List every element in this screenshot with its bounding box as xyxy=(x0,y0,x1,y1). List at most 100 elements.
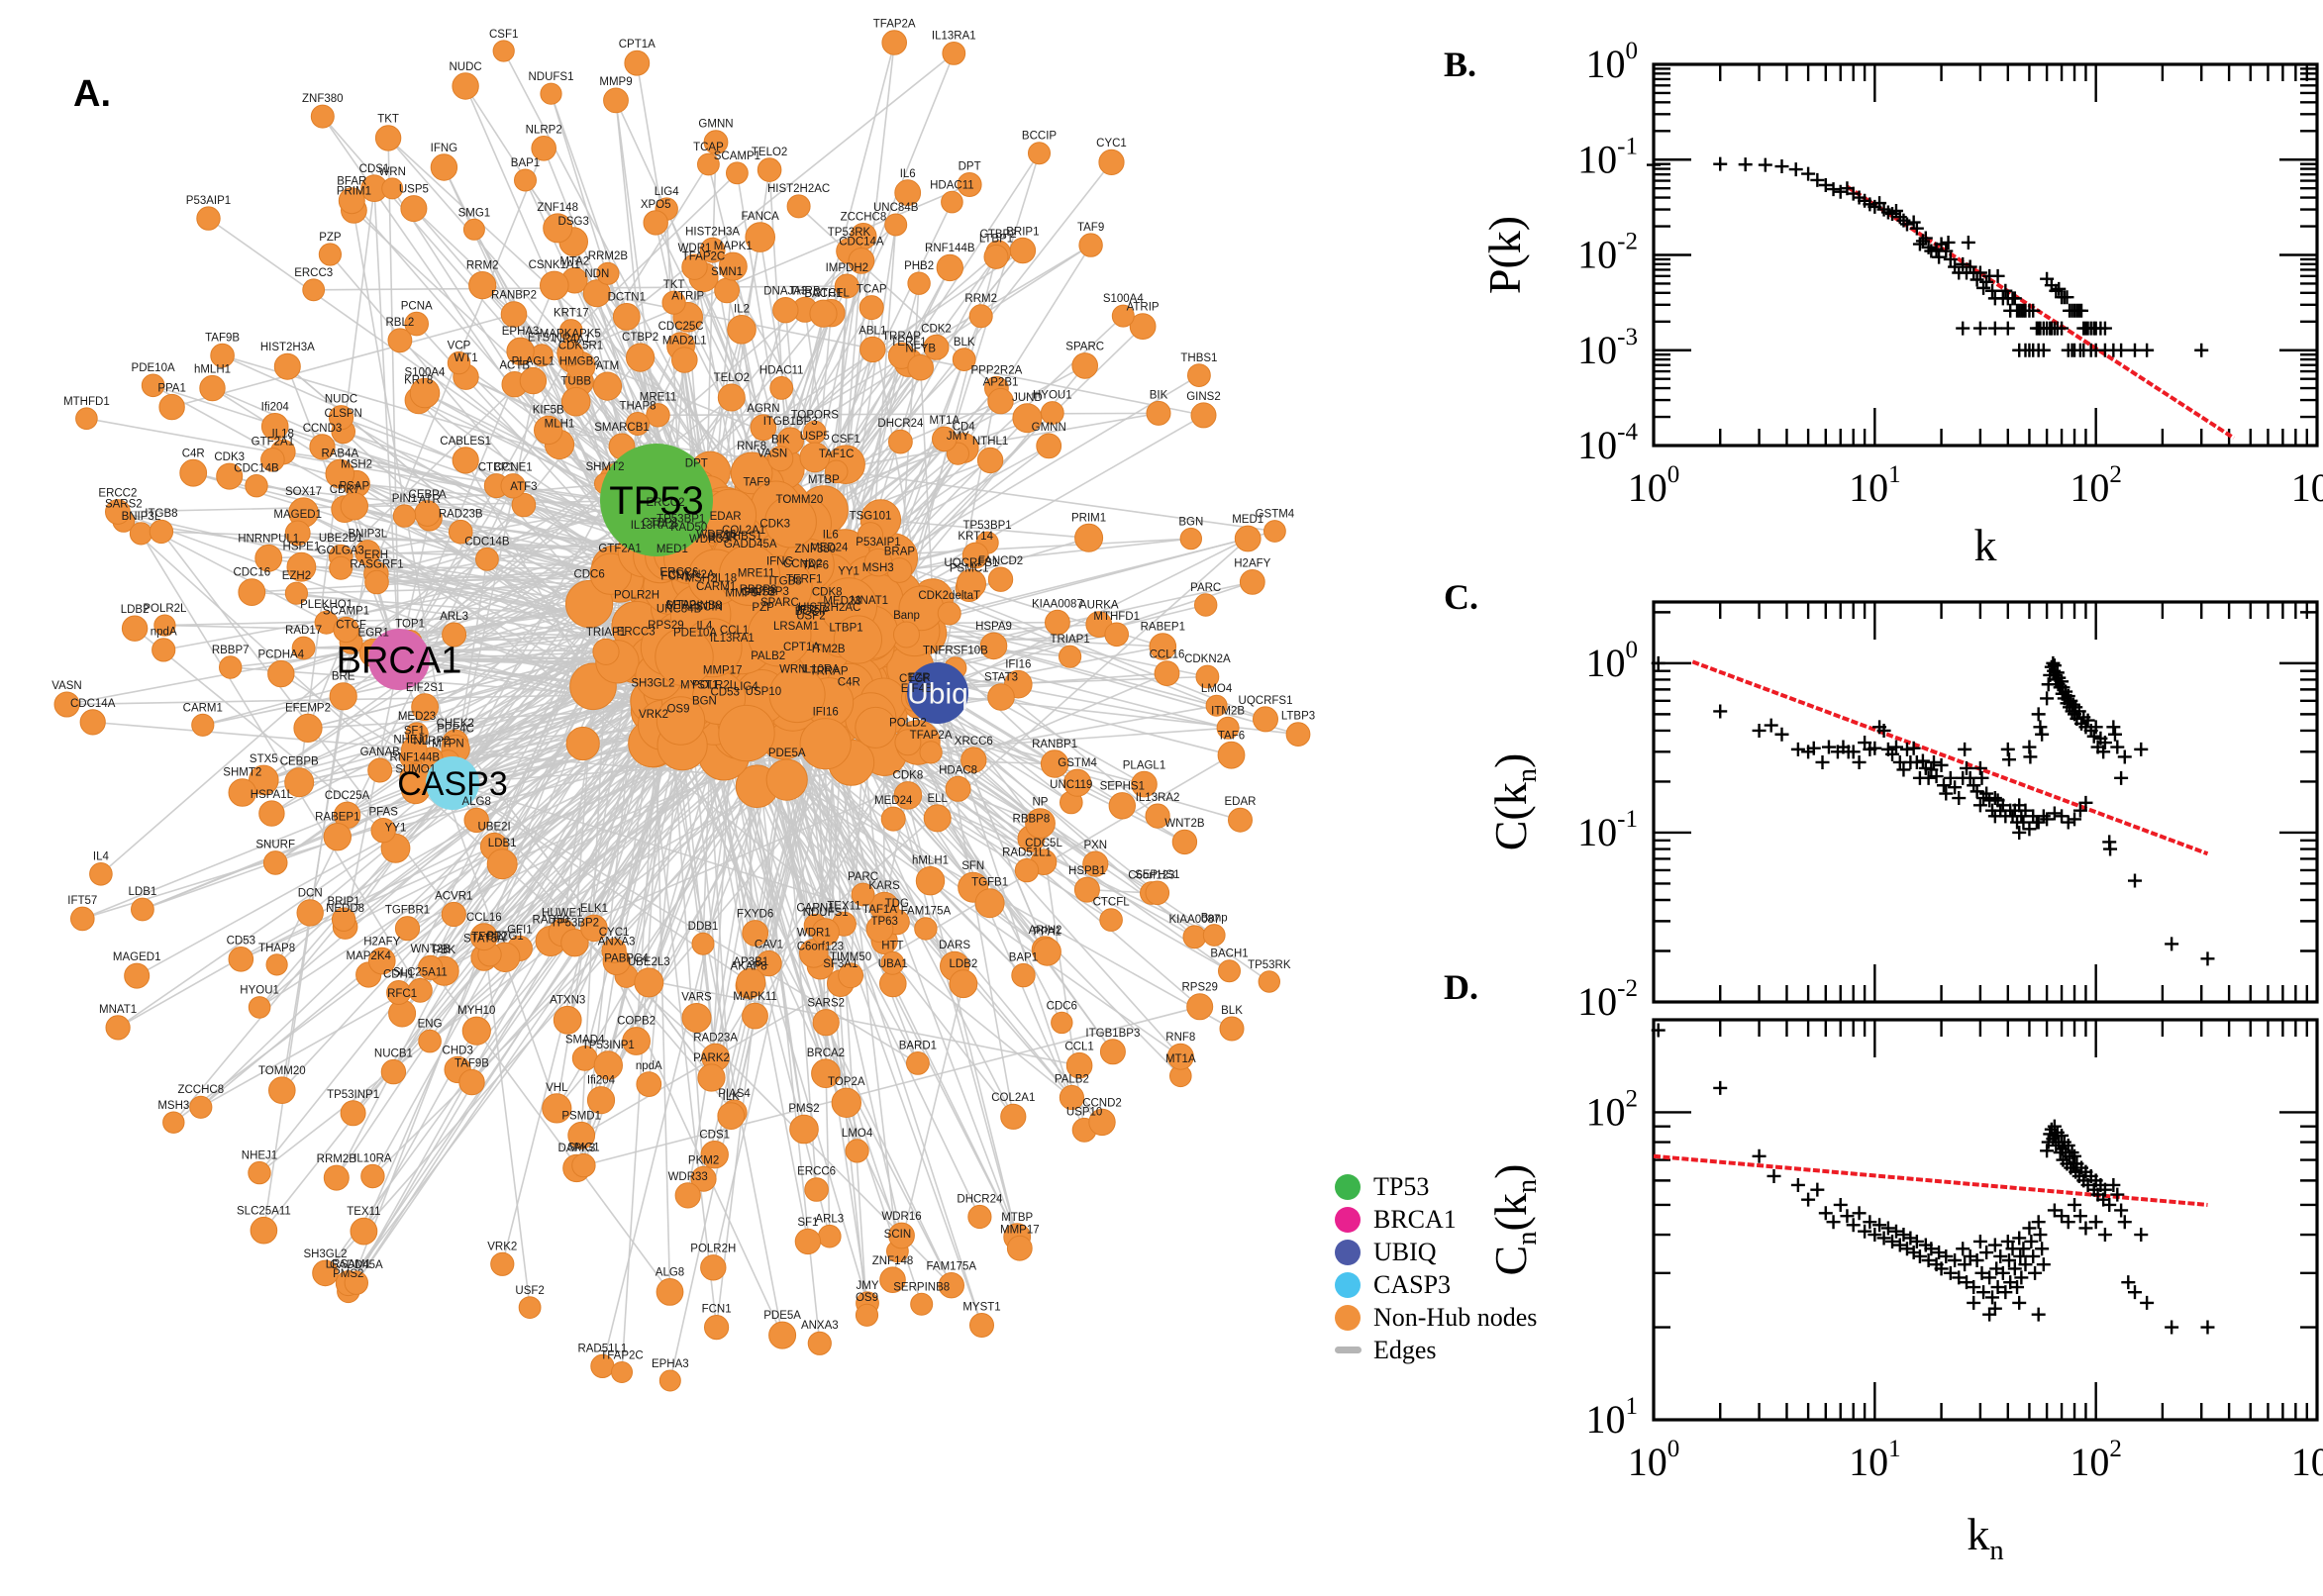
data-point-marker xyxy=(2097,1182,2112,1197)
network-node xyxy=(70,906,95,932)
network-node-label: IL2 xyxy=(734,304,750,316)
network-node-label: MMP17 xyxy=(1000,1224,1040,1236)
network-node xyxy=(974,888,1005,919)
network-node xyxy=(658,1369,681,1392)
network-node-label: PZP xyxy=(752,602,774,614)
network-node xyxy=(1045,609,1070,636)
network-node-label: LIG4 xyxy=(655,186,680,198)
network-node xyxy=(408,977,433,1003)
network-node-label: MAD2L1 xyxy=(662,336,707,348)
data-point-marker xyxy=(2047,806,2062,821)
network-node-label: CDC14B xyxy=(234,462,279,474)
data-point-marker xyxy=(1956,1242,1970,1256)
network-node xyxy=(960,747,987,773)
network-node-label: CDC16 xyxy=(233,567,270,579)
network-node xyxy=(704,1315,730,1341)
data-point-marker xyxy=(1713,156,1728,171)
network-node-label: CTCFL xyxy=(813,288,851,300)
network-node-label: HIST2H3A xyxy=(685,226,740,238)
network-node-label: BRIP1 xyxy=(327,896,359,908)
network-node-label: COL2A1 xyxy=(991,1092,1035,1104)
network-node xyxy=(799,718,852,770)
network-node-label: UBE2I xyxy=(477,821,510,833)
network-node xyxy=(643,210,668,236)
network-node-label: H2AFY xyxy=(363,936,400,948)
network-node xyxy=(887,342,916,369)
network-node-label: IL10RA xyxy=(354,1152,392,1164)
network-node xyxy=(1033,938,1061,966)
network-node-label: CDC14A xyxy=(70,698,116,710)
network-edge xyxy=(351,200,454,784)
network-node xyxy=(1146,400,1171,426)
network-node xyxy=(344,1270,368,1295)
data-point-marker xyxy=(1960,760,1974,775)
plot-frame xyxy=(1652,1018,2319,1422)
network-node xyxy=(199,374,226,402)
data-point-marker xyxy=(2000,742,2015,756)
network-node xyxy=(750,414,777,442)
network-node xyxy=(655,627,714,687)
network-node-label: IFNG xyxy=(766,556,794,568)
network-node-label: TOP2A xyxy=(828,1076,865,1088)
network-node xyxy=(1111,304,1135,328)
hub-node-brca1 xyxy=(368,629,430,690)
network-node xyxy=(338,187,365,215)
data-point-marker xyxy=(1892,1238,1907,1252)
network-node-label: STAT3 xyxy=(984,672,1018,684)
network-edge xyxy=(398,352,571,660)
axis-label: P(k) xyxy=(1479,216,1530,294)
hub-label-casp3: CASP3 xyxy=(397,765,508,803)
network-node-label: USP5 xyxy=(800,431,830,443)
network-node xyxy=(593,1050,623,1080)
network-node xyxy=(661,290,686,315)
network-node-label: KRT8 xyxy=(404,375,433,387)
network-node-label: VHL xyxy=(546,1082,568,1094)
network-node-label: LTBP3 xyxy=(1281,711,1315,723)
network-node xyxy=(400,195,428,223)
data-point-marker xyxy=(1774,159,1789,174)
data-point-marker xyxy=(1961,235,1975,249)
network-edge xyxy=(452,685,594,784)
data-point-marker xyxy=(2194,343,2209,357)
axis-label: C(kn​) xyxy=(1485,753,1543,851)
network-node-label: S100A4 xyxy=(405,366,447,378)
network-node-label: TERF1 xyxy=(890,337,926,349)
network-node xyxy=(1145,803,1170,829)
network-node-label: hMLH1 xyxy=(194,364,231,376)
network-node xyxy=(329,682,357,711)
data-point-marker xyxy=(2022,822,2037,837)
network-node xyxy=(1285,722,1311,747)
network-node-label: RRM2B xyxy=(588,250,629,262)
data-point-marker xyxy=(2102,1197,2117,1212)
network-node xyxy=(1108,792,1137,820)
network-node xyxy=(1028,142,1051,165)
network-node-label: TKT xyxy=(377,114,399,126)
network-node-label: CDH1 xyxy=(383,969,414,981)
axis-label: kn​ xyxy=(1967,1509,2003,1566)
data-point-marker xyxy=(2106,1177,2121,1192)
network-node-label: HNRNPUL1 xyxy=(238,533,299,545)
network-node-label: CDC25C xyxy=(658,321,704,333)
network-node xyxy=(726,161,749,185)
node-swatch-icon xyxy=(1335,1239,1361,1265)
network-node xyxy=(329,555,354,580)
data-point-marker xyxy=(1982,1307,1997,1322)
network-node-label: RBBP7 xyxy=(212,645,250,656)
data-point-marker xyxy=(1972,321,1987,336)
network-node xyxy=(340,1100,366,1127)
network-node xyxy=(636,1071,662,1097)
network-node-label: BNIP3L xyxy=(122,511,161,523)
network-node xyxy=(1182,925,1207,949)
data-points xyxy=(1647,156,2209,357)
network-node xyxy=(888,429,913,454)
network-node-label: CD4 xyxy=(953,422,976,434)
network-node xyxy=(1253,706,1278,733)
network-node xyxy=(848,248,875,274)
network-node xyxy=(1228,807,1253,833)
network-node-label: PABPC4 xyxy=(604,953,649,965)
network-node xyxy=(475,547,499,571)
axis-label: Cn​(kn​) xyxy=(1485,1164,1543,1276)
tick-label: 102 xyxy=(1586,1085,1639,1134)
network-edge xyxy=(258,782,454,1008)
network-node-label: SPARC xyxy=(1065,342,1104,353)
